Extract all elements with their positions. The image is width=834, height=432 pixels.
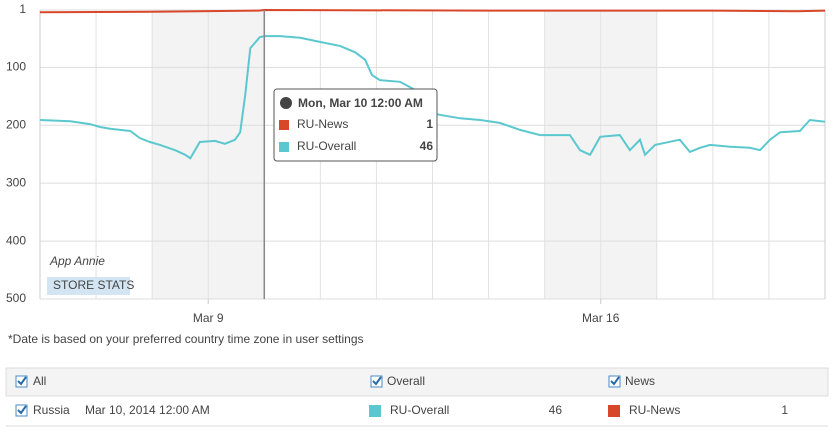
checkbox[interactable] bbox=[15, 404, 28, 417]
y-tick-label: 200 bbox=[6, 117, 26, 131]
checkbox[interactable] bbox=[370, 375, 383, 388]
country: Russia bbox=[33, 403, 70, 417]
table-header[interactable]: All bbox=[33, 374, 46, 388]
watermark-badge bbox=[47, 277, 130, 295]
checkmark bbox=[610, 376, 620, 386]
table-header bbox=[5, 367, 829, 397]
checkbox[interactable] bbox=[608, 375, 621, 388]
checkbox[interactable] bbox=[15, 375, 28, 388]
series-line bbox=[39, 35, 826, 160]
note: *Date is based on your preferred country… bbox=[8, 332, 364, 346]
x-tick-label: Mar 9 bbox=[193, 311, 224, 325]
row-value: 1 bbox=[781, 403, 788, 417]
checkmark bbox=[372, 376, 382, 386]
watermark-title: App Annie bbox=[49, 254, 105, 268]
legend-name: RU-Overall bbox=[390, 403, 449, 417]
row-value: 46 bbox=[549, 403, 563, 417]
y-tick-label: 1 bbox=[19, 2, 26, 16]
tooltip-swatch bbox=[279, 120, 289, 130]
legend-name: RU-News bbox=[629, 403, 680, 417]
x-tick-label: Mar 16 bbox=[582, 311, 620, 325]
y-tick-label: 300 bbox=[6, 175, 26, 189]
y-tick-label: 400 bbox=[6, 233, 26, 247]
legend-swatch bbox=[369, 405, 381, 417]
table-header[interactable]: News bbox=[625, 374, 655, 388]
watermark-subtitle: STORE STATS bbox=[53, 278, 134, 292]
tooltip-name: RU-News bbox=[297, 117, 348, 131]
y-tick-label: 100 bbox=[6, 60, 26, 74]
globe-icon bbox=[280, 97, 292, 109]
tooltip-title: Mon, Mar 10 12:00 AM bbox=[298, 96, 423, 110]
y-tick-label: 500 bbox=[6, 291, 26, 305]
tooltip-swatch bbox=[279, 142, 289, 152]
checkmark bbox=[17, 376, 27, 386]
tooltip-value: 1 bbox=[426, 117, 433, 131]
tooltip-name: RU-Overall bbox=[297, 139, 356, 153]
series-line bbox=[39, 8, 826, 14]
tooltip bbox=[273, 88, 438, 162]
row-date: Mar 10, 2014 12:00 AM bbox=[85, 403, 210, 417]
checkmark bbox=[17, 405, 27, 415]
tooltip-value: 46 bbox=[420, 139, 434, 153]
table-header[interactable]: Overall bbox=[387, 374, 425, 388]
legend-swatch bbox=[608, 405, 620, 417]
